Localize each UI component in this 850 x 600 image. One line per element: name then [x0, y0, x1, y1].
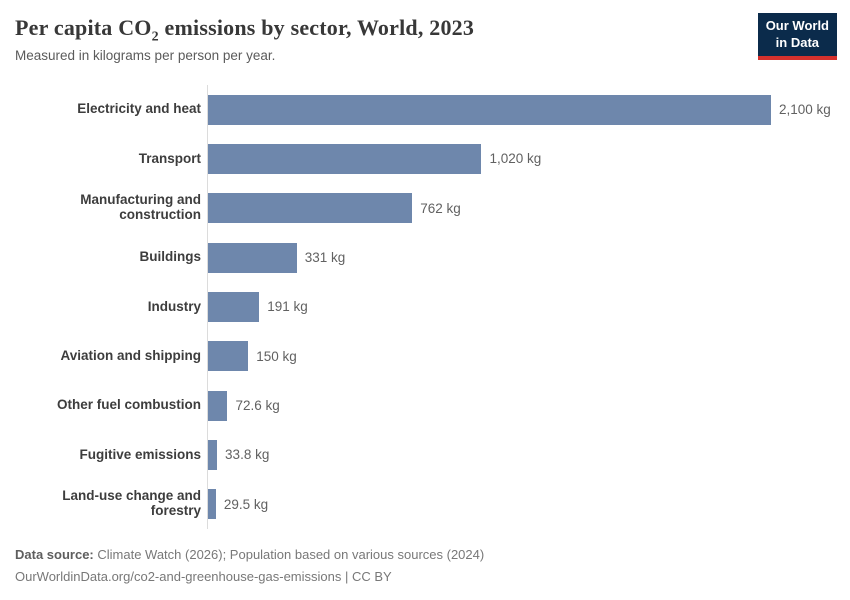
- bar-row: Electricity and heat 2,100 kg: [15, 85, 835, 135]
- bar-zone: 1,020 kg: [207, 134, 835, 184]
- data-source-label: Data source:: [15, 547, 94, 562]
- bar-zone: 33.8 kg: [207, 430, 835, 480]
- bar-zone: 29.5 kg: [207, 479, 835, 529]
- bar-row: Other fuel combustion 72.6 kg: [15, 380, 835, 431]
- chart-title-subscript: 2: [151, 29, 159, 45]
- bar-zone: 72.6 kg: [207, 380, 835, 431]
- bar-zone: 331 kg: [207, 232, 835, 283]
- category-label[interactable]: Aviation and shipping: [60, 347, 202, 363]
- value-label: 72.6 kg: [235, 398, 280, 414]
- value-label: 150 kg: [256, 348, 297, 364]
- value-label: 762 kg: [420, 200, 461, 216]
- chart-footer: Data source: Climate Watch (2026); Popul…: [15, 544, 835, 588]
- url-license-line: OurWorldinData.org/co2-and-greenhouse-ga…: [15, 569, 392, 584]
- category-label[interactable]: Electricity and heat: [77, 101, 201, 117]
- chart-subtitle: Measured in kilograms per person per yea…: [15, 48, 276, 63]
- bar-zone: 150 kg: [207, 331, 835, 381]
- owid-logo-line1: Our World: [765, 18, 829, 33]
- chart-title-post: emissions by sector, World, 2023: [158, 15, 475, 40]
- value-label: 1,020 kg: [489, 151, 542, 167]
- bar[interactable]: [208, 291, 260, 322]
- bar[interactable]: [208, 439, 218, 470]
- bar-row: Industry 191 kg: [15, 282, 835, 332]
- data-source-text: Climate Watch (2026); Population based o…: [93, 547, 485, 562]
- value-label: 29.5 kg: [223, 496, 269, 512]
- chart-title: Per capita CO2 emissions by sector, Worl…: [15, 15, 835, 45]
- bar-row: Buildings 331 kg: [15, 232, 835, 283]
- bar-row: Fugitive emissions 33.8 kg: [15, 430, 835, 480]
- bar[interactable]: [208, 341, 249, 372]
- bar-zone: 762 kg: [207, 183, 835, 233]
- chart-title-pre: Per capita CO: [15, 15, 152, 40]
- bar-chart: Electricity and heat 2,100 kg Transport …: [15, 85, 835, 529]
- category-label[interactable]: Manufacturing and construction: [80, 192, 201, 223]
- value-label: 2,100 kg: [779, 102, 831, 118]
- bar-row: Manufacturing and construction 762 kg: [15, 183, 835, 233]
- category-label[interactable]: Buildings: [139, 249, 202, 265]
- bar-zone: 2,100 kg: [207, 85, 835, 135]
- category-label[interactable]: Transport: [138, 150, 201, 166]
- value-label: 331 kg: [304, 250, 346, 266]
- category-label[interactable]: Industry: [147, 298, 201, 314]
- bar[interactable]: [208, 242, 297, 273]
- bar[interactable]: [208, 390, 228, 421]
- bar[interactable]: [208, 489, 216, 520]
- bar[interactable]: [208, 143, 482, 174]
- value-label: 191 kg: [267, 299, 308, 315]
- owid-logo[interactable]: Our World in Data: [757, 13, 837, 60]
- category-label[interactable]: Fugitive emissions: [79, 446, 201, 462]
- bar-row: Aviation and shipping 150 kg: [15, 331, 835, 381]
- bar-row: Transport 1,020 kg: [15, 134, 835, 184]
- category-label[interactable]: Land-use change and forestry: [62, 488, 201, 519]
- bar[interactable]: [208, 94, 771, 125]
- bar-zone: 191 kg: [207, 282, 835, 332]
- value-label: 33.8 kg: [225, 447, 270, 463]
- owid-logo-line2: in Data: [775, 34, 820, 50]
- bar-row: Land-use change and forestry 29.5 kg: [15, 479, 835, 529]
- category-label[interactable]: Other fuel combustion: [56, 397, 201, 413]
- bar[interactable]: [208, 193, 413, 224]
- data-source-line: Data source: Climate Watch (2026); Popul…: [15, 544, 835, 566]
